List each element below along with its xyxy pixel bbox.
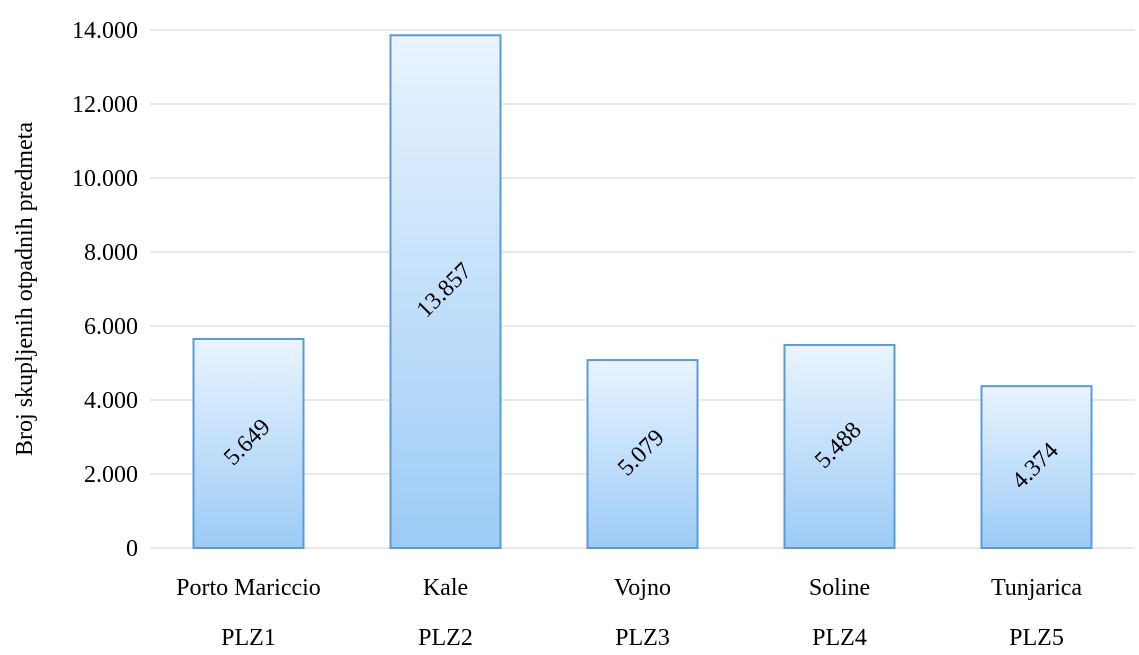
y-tick-label: 4.000 bbox=[84, 388, 138, 414]
y-tick-label: 6.000 bbox=[84, 314, 138, 340]
y-tick-label: 14.000 bbox=[72, 18, 138, 44]
y-axis-title: Broj skupljenih otpadnih predmeta bbox=[12, 122, 38, 456]
x-subcategory-label: PLZ2 bbox=[418, 625, 473, 651]
y-tick-label: 10.000 bbox=[72, 166, 138, 192]
x-category-label: Kale bbox=[423, 575, 468, 601]
bars bbox=[192, 34, 1093, 549]
x-subcategory-label: PLZ3 bbox=[615, 625, 670, 651]
bar bbox=[783, 343, 896, 549]
x-subcategory-label: PLZ4 bbox=[812, 625, 867, 651]
y-tick-label: 8.000 bbox=[84, 240, 138, 266]
x-category-label: Porto Mariccio bbox=[176, 575, 321, 601]
y-tick-label: 12.000 bbox=[72, 92, 138, 118]
y-axis-ticks: 0 2.000 4.000 6.000 8.000 10.000 12.000 14.000 bbox=[72, 18, 138, 562]
x-category-label: Vojno bbox=[614, 575, 671, 601]
x-subcategory-label: PLZ1 bbox=[221, 625, 276, 651]
bar bbox=[980, 385, 1093, 549]
x-category-label: Tunjarica bbox=[991, 575, 1082, 601]
x-subcategory-label: PLZ5 bbox=[1009, 625, 1064, 651]
x-category-label: Soline bbox=[809, 575, 870, 601]
bar bbox=[389, 34, 502, 549]
category-labels: Porto Mariccio PLZ1 Kale PLZ2 Vojno PLZ3 Solin… bbox=[176, 575, 1082, 651]
bar bbox=[192, 337, 305, 549]
y-tick-label: 2.000 bbox=[84, 462, 138, 488]
bar bbox=[586, 359, 699, 549]
y-tick-label: 0 bbox=[126, 536, 138, 562]
